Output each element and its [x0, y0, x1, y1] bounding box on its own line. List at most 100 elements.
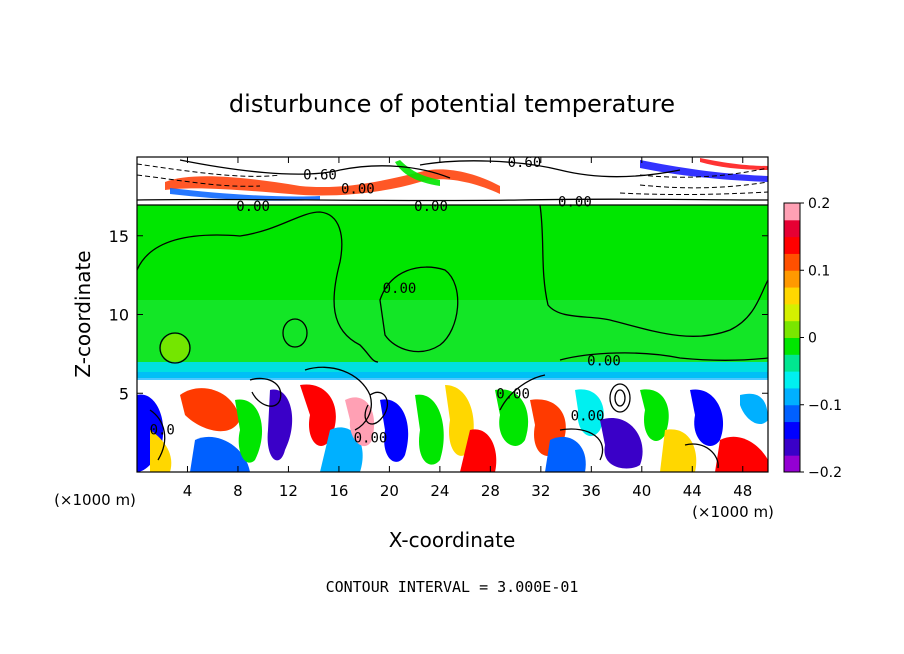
y-tick-label: 15: [109, 227, 129, 246]
colorbar-tick-label: 0: [808, 331, 817, 347]
yellow-green-patch: [161, 334, 189, 362]
contour-line: [539, 204, 768, 337]
x-tick-label: 4: [183, 482, 193, 500]
colorbar-segment: [784, 404, 800, 423]
blue-band: [137, 372, 768, 380]
x-tick-label: 44: [683, 482, 702, 500]
blob: [715, 436, 768, 472]
dashed-contours: [137, 163, 768, 196]
contour-line: [614, 389, 626, 407]
x-unit-left: (×1000 m): [54, 491, 136, 509]
blob: [690, 389, 724, 446]
colorbar-segment: [784, 371, 800, 389]
contour-line: [499, 374, 546, 411]
x-tick-label: 28: [481, 482, 500, 500]
y-axis-label: Z-coordinate: [71, 250, 95, 377]
x-axis-label: X-coordinate: [389, 528, 516, 552]
colorbar-tick-label: −0.1: [808, 398, 842, 414]
contour-interval-note: CONTOUR INTERVAL = 3.000E-01: [326, 578, 579, 596]
colorbar-segment: [784, 219, 800, 238]
contour-line: [249, 377, 282, 407]
y-tick-label: 10: [109, 306, 129, 325]
contour-label: 0.00: [414, 199, 448, 215]
colorbar-segment: [784, 203, 800, 221]
contour-label: 0.00: [558, 194, 592, 210]
colorbar-tick-label: 0.2: [808, 196, 830, 212]
contour-line: [137, 198, 768, 202]
blob: [600, 418, 643, 469]
blob: [300, 384, 336, 446]
x-tick-label: 40: [632, 482, 651, 500]
y-axis: 5 10 15: [109, 227, 768, 403]
colorbar-segment: [784, 253, 800, 271]
blob: [235, 399, 263, 463]
blob: [150, 430, 172, 472]
blob: [445, 385, 474, 456]
contour-label: 0.00: [571, 408, 605, 424]
x-tick-label: 8: [233, 482, 243, 500]
contour-line: [684, 443, 719, 469]
cool-streak: [170, 188, 320, 201]
x-tick-label: 20: [380, 482, 399, 500]
blob: [320, 427, 363, 472]
contour-label: 0.60: [303, 167, 337, 183]
colorbar-ticks: 0.2 0.1 0 −0.1 −0.2: [800, 196, 842, 481]
blob: [380, 399, 409, 462]
colorbar: [783, 202, 801, 473]
contour-line: [609, 383, 631, 413]
blob: [267, 389, 293, 461]
contour-label: 0.00: [496, 386, 530, 402]
heatmap-field: [137, 157, 768, 472]
colorbar-segment: [784, 354, 800, 372]
contour-line: [159, 332, 191, 364]
contour-line: [364, 391, 389, 425]
contour-label: 0.00: [383, 281, 417, 297]
dashed-contour: [619, 191, 768, 196]
colorbar-segment: [784, 387, 800, 406]
colorbar-tick-label: 0.1: [808, 263, 830, 279]
blob: [575, 389, 604, 437]
colorbar-segment: [784, 421, 800, 439]
blob: [180, 388, 240, 432]
blob: [345, 397, 375, 447]
contour-labels: 0.600.000.00 0.000.600.000.000.000.000.00…: [150, 155, 621, 447]
dashed-contour: [639, 181, 768, 189]
blob: [460, 429, 497, 472]
y-tick-label: 5: [119, 384, 129, 403]
contour-line: [379, 266, 459, 353]
red-streak: [700, 158, 768, 170]
blob: [660, 429, 697, 472]
contour-label: 0.00: [341, 182, 375, 198]
blob: [415, 394, 444, 465]
contour-line: [137, 211, 379, 363]
blob: [640, 389, 669, 441]
contour-label: 0.60: [508, 155, 542, 171]
contour-label: 0.00: [236, 199, 270, 215]
contour-line: [559, 352, 768, 361]
colorbar-segment: [784, 337, 800, 355]
x-tick-label: 32: [531, 482, 550, 500]
colorbar-segment: [784, 438, 800, 456]
blue-streak: [640, 160, 768, 182]
contour-line: [282, 318, 308, 348]
colorbar-tick-label: −0.2: [808, 465, 842, 481]
blob: [190, 436, 250, 472]
contour-label: 0.0: [150, 423, 175, 439]
contour-label: 0.00: [354, 431, 388, 447]
x-tick-label: 36: [582, 482, 601, 500]
x-tick-label: 48: [733, 482, 752, 500]
dashed-contour: [639, 167, 768, 178]
contour-line: [179, 159, 451, 179]
x-axis: 4 8 12 16 20 24 28 32 36 40 44 48: [183, 157, 752, 500]
chart-title: disturbunce of potential temperature: [229, 90, 675, 118]
colorbar-segment: [784, 320, 800, 338]
colorbar-segment: [784, 236, 800, 254]
x-unit-right: (×1000 m): [692, 503, 774, 521]
colorbar-segment: [784, 270, 800, 288]
contour-line: [149, 409, 166, 461]
green-lower-region: [137, 300, 768, 362]
x-tick-label: 12: [279, 482, 298, 500]
contour-line: [559, 428, 604, 461]
colorbar-segment: [784, 303, 800, 322]
